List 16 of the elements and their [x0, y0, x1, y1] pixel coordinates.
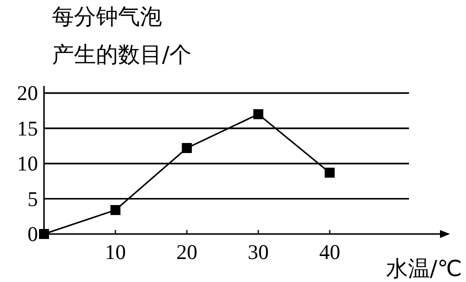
- y-tick-label: 0: [28, 222, 38, 246]
- point: [324, 168, 335, 178]
- x-tick-label: 20: [176, 240, 198, 264]
- x-tick-label: 30: [248, 240, 269, 264]
- x-tick-label: 40: [319, 240, 340, 264]
- y-tick-label: 15: [17, 116, 38, 140]
- y-axis-title: 每分钟气泡产生的数目/个: [52, 5, 192, 68]
- point: [182, 143, 192, 154]
- x-axis-title: 水温/℃: [386, 257, 462, 282]
- y-tick-label: 5: [28, 186, 38, 211]
- point: [39, 229, 49, 239]
- y-tick-label: 10: [17, 152, 38, 176]
- point: [110, 205, 120, 216]
- y-tick-label: 20: [17, 81, 38, 106]
- point: [253, 109, 264, 120]
- x-tick-label: 10: [104, 240, 126, 264]
